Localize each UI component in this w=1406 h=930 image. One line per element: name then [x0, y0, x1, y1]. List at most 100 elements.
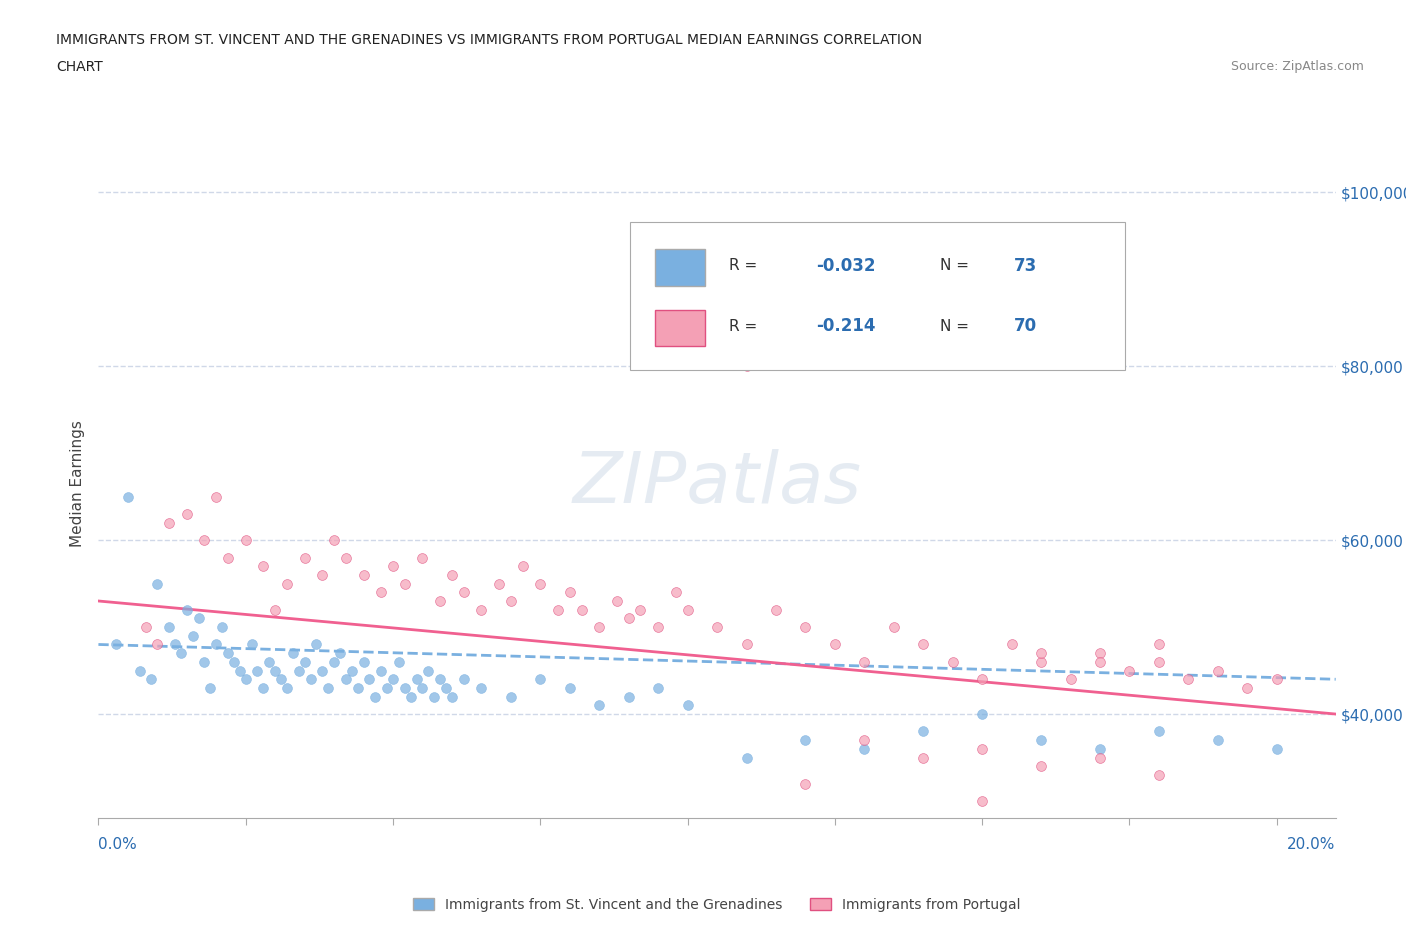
Point: [1059, 671, 1081, 686]
Point: [382, 559, 405, 574]
Point: [157, 515, 180, 530]
Point: [399, 689, 422, 704]
Point: [794, 777, 817, 791]
Point: [942, 655, 965, 670]
FancyBboxPatch shape: [630, 222, 1125, 370]
Point: [558, 585, 581, 600]
Y-axis label: Median Earnings: Median Earnings: [69, 420, 84, 547]
Text: 70: 70: [1014, 317, 1038, 335]
Point: [141, 671, 163, 686]
Point: [440, 567, 463, 582]
Point: [222, 655, 245, 670]
Point: [1147, 655, 1170, 670]
Point: [128, 663, 150, 678]
Point: [252, 559, 274, 574]
Point: [1029, 759, 1052, 774]
Point: [606, 593, 628, 608]
FancyBboxPatch shape: [655, 249, 704, 286]
Point: [105, 637, 128, 652]
Text: IMMIGRANTS FROM ST. VINCENT AND THE GRENADINES VS IMMIGRANTS FROM PORTUGAL MEDIA: IMMIGRANTS FROM ST. VINCENT AND THE GREN…: [56, 33, 922, 46]
Point: [370, 663, 392, 678]
Point: [270, 671, 292, 686]
Legend: Immigrants from St. Vincent and the Grenadines, Immigrants from Portugal: Immigrants from St. Vincent and the Gren…: [408, 892, 1026, 917]
Point: [676, 603, 699, 618]
Point: [617, 611, 640, 626]
Point: [193, 533, 215, 548]
Point: [488, 577, 510, 591]
Point: [335, 671, 357, 686]
Point: [1088, 645, 1111, 660]
Point: [187, 611, 209, 626]
Point: [499, 593, 522, 608]
Text: 0.0%: 0.0%: [98, 837, 138, 852]
Text: -0.214: -0.214: [815, 317, 876, 335]
Point: [259, 655, 281, 670]
Point: [1029, 733, 1052, 748]
Point: [1265, 671, 1288, 686]
Point: [246, 663, 269, 678]
Point: [453, 671, 475, 686]
Point: [205, 489, 228, 504]
Point: [912, 637, 935, 652]
Text: 20.0%: 20.0%: [1288, 837, 1336, 852]
Point: [1147, 724, 1170, 738]
Point: [418, 663, 440, 678]
Point: [588, 619, 610, 634]
Point: [370, 585, 392, 600]
Point: [329, 645, 352, 660]
Point: [571, 603, 593, 618]
Point: [1236, 681, 1258, 696]
Point: [470, 603, 492, 618]
Point: [316, 681, 339, 696]
Point: [529, 671, 551, 686]
Text: 73: 73: [1014, 257, 1038, 275]
Point: [264, 603, 287, 618]
Point: [276, 577, 298, 591]
Point: [1147, 637, 1170, 652]
Point: [146, 577, 169, 591]
Point: [453, 585, 475, 600]
Point: [617, 689, 640, 704]
Text: ZIPatlas: ZIPatlas: [572, 449, 862, 518]
Point: [647, 619, 669, 634]
Point: [394, 577, 416, 591]
Point: [311, 567, 333, 582]
Point: [529, 577, 551, 591]
Point: [853, 655, 876, 670]
Point: [323, 655, 346, 670]
Point: [470, 681, 492, 696]
FancyBboxPatch shape: [655, 310, 704, 346]
Point: [423, 689, 446, 704]
Point: [305, 637, 328, 652]
Point: [211, 619, 233, 634]
Point: [853, 741, 876, 756]
Text: N =: N =: [939, 319, 973, 334]
Point: [676, 698, 699, 712]
Point: [346, 681, 368, 696]
Point: [735, 637, 758, 652]
Point: [512, 559, 534, 574]
Point: [972, 707, 994, 722]
Point: [429, 671, 451, 686]
Point: [411, 550, 433, 565]
Text: CHART: CHART: [56, 60, 103, 74]
Point: [294, 550, 316, 565]
Point: [323, 533, 346, 548]
Point: [912, 751, 935, 765]
Point: [1088, 751, 1111, 765]
Point: [794, 619, 817, 634]
Point: [359, 671, 381, 686]
Point: [170, 645, 193, 660]
Point: [193, 655, 215, 670]
Point: [235, 533, 257, 548]
Point: [765, 603, 787, 618]
Point: [382, 671, 405, 686]
Point: [547, 603, 569, 618]
Text: Source: ZipAtlas.com: Source: ZipAtlas.com: [1230, 60, 1364, 73]
Text: -0.032: -0.032: [815, 257, 876, 275]
Point: [1206, 663, 1229, 678]
Point: [972, 741, 994, 756]
Point: [240, 637, 263, 652]
Point: [429, 593, 451, 608]
Point: [217, 550, 239, 565]
